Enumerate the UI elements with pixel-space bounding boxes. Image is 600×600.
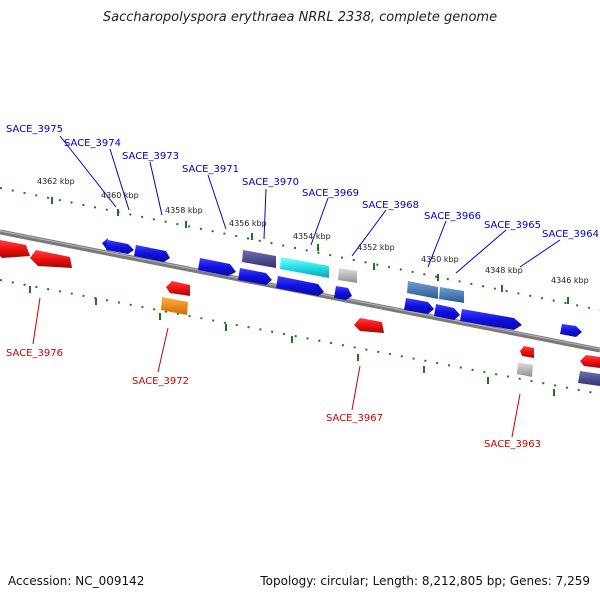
gene-arrow-fwd-8[interactable] — [434, 304, 460, 320]
gene-arrow-rev-4[interactable] — [354, 318, 384, 333]
gene-arrow-fwd-5[interactable] — [276, 276, 324, 296]
reverse-strand-genes — [0, 240, 600, 368]
gene-label-sace-3975[interactable]: SACE_3975 — [6, 124, 63, 135]
gene-block-slate[interactable] — [242, 250, 276, 268]
gene-arrow-fwd-7[interactable] — [404, 298, 434, 314]
gene-label-sace-3964[interactable]: SACE_3964 — [542, 229, 599, 240]
gene-label-sace-3971[interactable]: SACE_3971 — [182, 164, 239, 175]
gene-arrow-rev-5[interactable] — [520, 346, 534, 358]
tick-label-4360: 4360 kbp — [101, 191, 139, 200]
gene-block-violet[interactable] — [578, 371, 600, 386]
gene-label-sace-3976[interactable]: SACE_3976 — [6, 348, 63, 359]
genome-summary: Topology: circular; Length: 8,212,805 bp… — [260, 574, 590, 588]
gene-label-sace-3968[interactable]: SACE_3968 — [362, 200, 419, 211]
map-title: Saccharopolyspora erythraea NRRL 2338, c… — [102, 10, 498, 25]
accession-label: Accession: NC_009142 — [8, 574, 145, 588]
gene-label-sace-3973[interactable]: SACE_3973 — [122, 151, 179, 162]
gene-arrow-rev-3[interactable] — [166, 281, 190, 296]
gene-label-sace-3965[interactable]: SACE_3965 — [484, 220, 541, 231]
tick-label-4354: 4354 kbp — [293, 232, 331, 241]
forward-strand-genes — [102, 238, 582, 337]
bottom-label-connectors — [32, 297, 521, 438]
gene-arrow-fwd-2[interactable] — [134, 245, 170, 262]
inner-ring-major-ticks — [29, 286, 555, 396]
gene-arrow-rev-2[interactable] — [30, 250, 72, 268]
gene-arrow-fwd-4[interactable] — [238, 268, 272, 285]
tick-label-4358: 4358 kbp — [165, 206, 203, 215]
gene-arrow-fwd-6[interactable] — [334, 286, 352, 300]
gene-arrow-rev-6[interactable] — [580, 355, 600, 368]
gene-arrow-fwd-10[interactable] — [560, 324, 582, 337]
tick-label-4350: 4350 kbp — [421, 255, 459, 264]
gene-block-cyan[interactable] — [280, 257, 329, 278]
tick-label-4348: 4348 kbp — [485, 266, 523, 275]
gene-label-sace-3972[interactable]: SACE_3972 — [132, 376, 189, 387]
gene-block-steel-2[interactable] — [439, 287, 464, 303]
gene-block-grey-1[interactable] — [338, 268, 357, 283]
gene-label-sace-3974[interactable]: SACE_3974 — [64, 138, 121, 149]
gene-arrow-fwd-1b[interactable] — [102, 238, 108, 250]
gene-label-sace-3969[interactable]: SACE_3969 — [302, 188, 359, 199]
gene-label-sace-3966[interactable]: SACE_3966 — [424, 211, 481, 222]
tick-label-4352: 4352 kbp — [357, 243, 395, 252]
gene-arrow-fwd-1[interactable] — [106, 240, 134, 254]
gene-block-orange[interactable] — [161, 297, 188, 315]
gene-block-grey-2[interactable] — [517, 362, 533, 377]
gene-label-sace-3967[interactable]: SACE_3967 — [326, 413, 383, 424]
gene-label-sace-3970[interactable]: SACE_3970 — [242, 177, 299, 188]
tick-label-4346: 4346 kbp — [551, 276, 589, 285]
gene-block-steel-1[interactable] — [407, 281, 438, 299]
gene-arrow-rev-1[interactable] — [0, 240, 30, 258]
tick-label-4356: 4356 kbp — [229, 219, 267, 228]
gene-label-sace-3963[interactable]: SACE_3963 — [484, 439, 541, 450]
gene-arrow-fwd-9[interactable] — [460, 309, 522, 330]
tick-label-4362: 4362 kbp — [37, 177, 75, 186]
scale-ring-inner — [0, 279, 600, 395]
top-label-connectors — [59, 135, 561, 274]
gene-arrow-fwd-3[interactable] — [198, 258, 236, 276]
outer-ring-major-ticks — [51, 197, 569, 304]
